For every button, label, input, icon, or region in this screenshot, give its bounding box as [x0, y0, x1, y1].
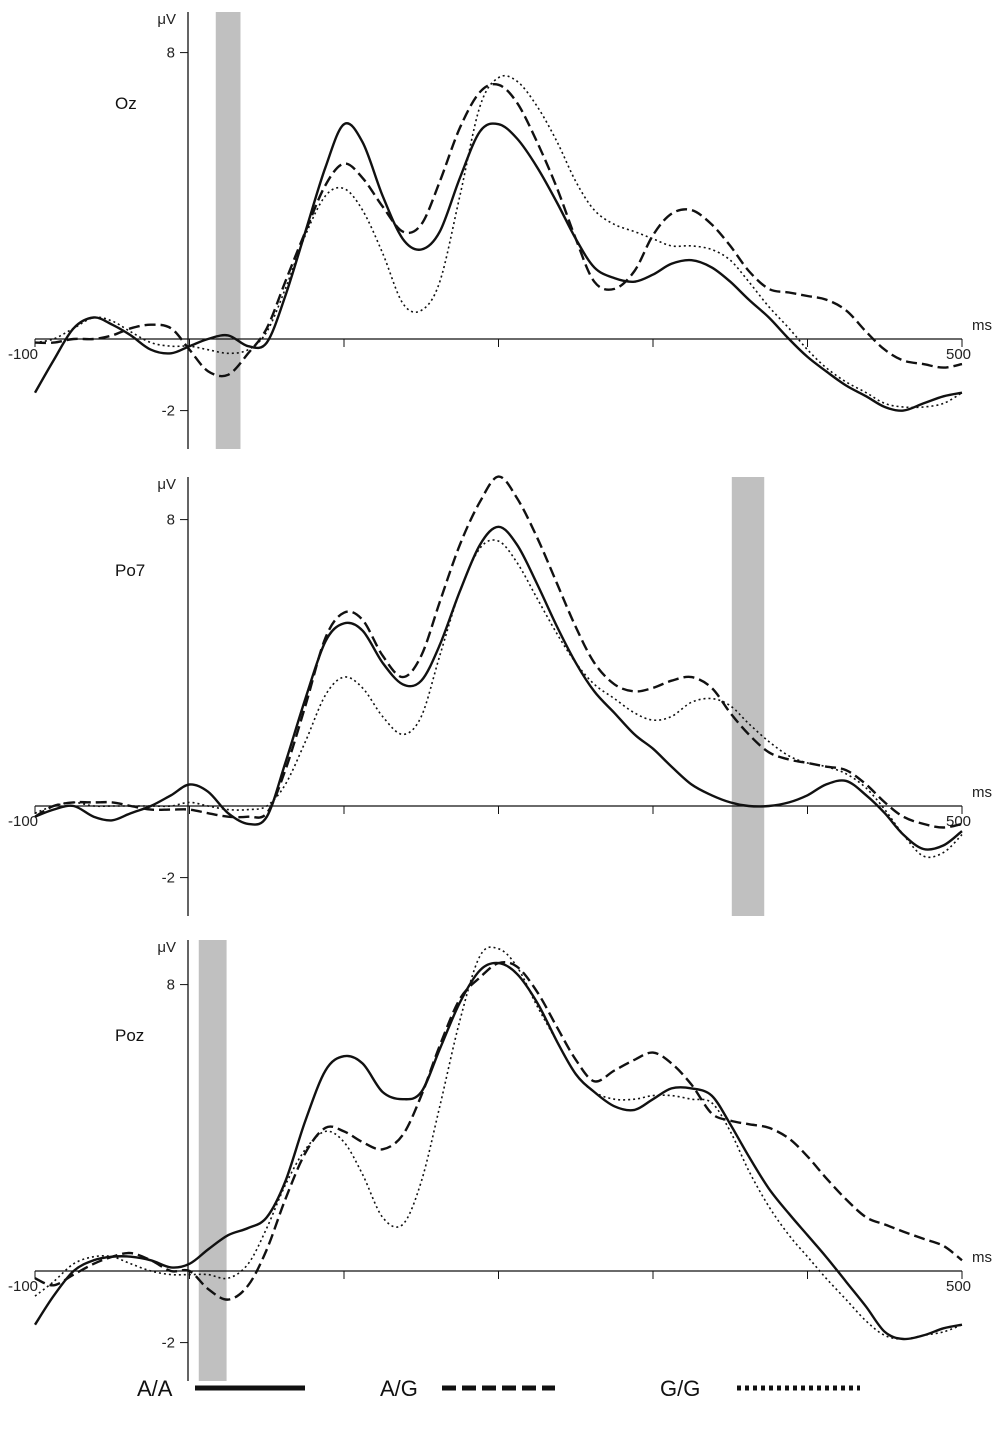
y-axis-label: μV	[157, 11, 176, 28]
series-dotted-line	[34, 74, 963, 409]
x-axis-label: ms	[972, 317, 992, 334]
erp-panels: 8 -2 -100 500 μV ms Oz 8 -2 -100 500 μV ms Po7 8 -2 -100…	[8, 11, 992, 1381]
series-solid-line	[34, 525, 963, 851]
legend-item-gg: G/G	[660, 1376, 860, 1401]
y-tick-label: 8	[167, 45, 175, 62]
series-dashed-line	[34, 960, 963, 1301]
legend: A/A A/G G/G	[137, 1376, 860, 1401]
x-axis-label: ms	[972, 784, 992, 801]
panel-po7: 8 -2 -100 500 μV ms Po7	[8, 475, 992, 916]
series-dashed-line	[34, 82, 963, 378]
highlight-window	[731, 477, 765, 916]
y-axis-label: μV	[157, 476, 176, 493]
legend-label-gg: G/G	[660, 1376, 700, 1401]
series-dotted-line	[34, 539, 963, 859]
legend-item-aa: A/A	[137, 1376, 305, 1401]
panel-oz: 8 -2 -100 500 μV ms Oz	[8, 11, 992, 449]
highlight-window	[215, 12, 241, 449]
y-tick-label: -2	[162, 1335, 175, 1352]
series-solid-line	[33, 122, 963, 412]
channel-label: Oz	[115, 94, 137, 113]
channel-label: Poz	[115, 1026, 144, 1045]
x-tick-label: -100	[8, 1278, 38, 1295]
panel-poz: 8 -2 -100 500 μV ms Poz	[8, 939, 992, 1381]
x-tick-label: 500	[946, 813, 971, 830]
x-tick-label: 500	[946, 1278, 971, 1295]
y-axis-label: μV	[157, 939, 176, 956]
x-tick-label: -100	[8, 346, 38, 363]
highlight-window	[198, 940, 227, 1381]
legend-item-ag: A/G	[380, 1376, 555, 1401]
legend-label-ag: A/G	[380, 1376, 418, 1401]
series-dotted-line	[34, 946, 963, 1340]
x-tick-label: 500	[946, 346, 971, 363]
channel-label: Po7	[115, 561, 145, 580]
series-solid-line	[33, 961, 963, 1341]
legend-label-aa: A/A	[137, 1376, 173, 1401]
x-axis-label: ms	[972, 1249, 992, 1266]
x-tick-label: -100	[8, 813, 38, 830]
y-tick-label: -2	[162, 870, 175, 887]
series-dashed-line	[34, 475, 963, 829]
y-tick-label: 8	[167, 512, 175, 529]
y-tick-label: -2	[162, 403, 175, 420]
y-tick-label: 8	[167, 977, 175, 994]
